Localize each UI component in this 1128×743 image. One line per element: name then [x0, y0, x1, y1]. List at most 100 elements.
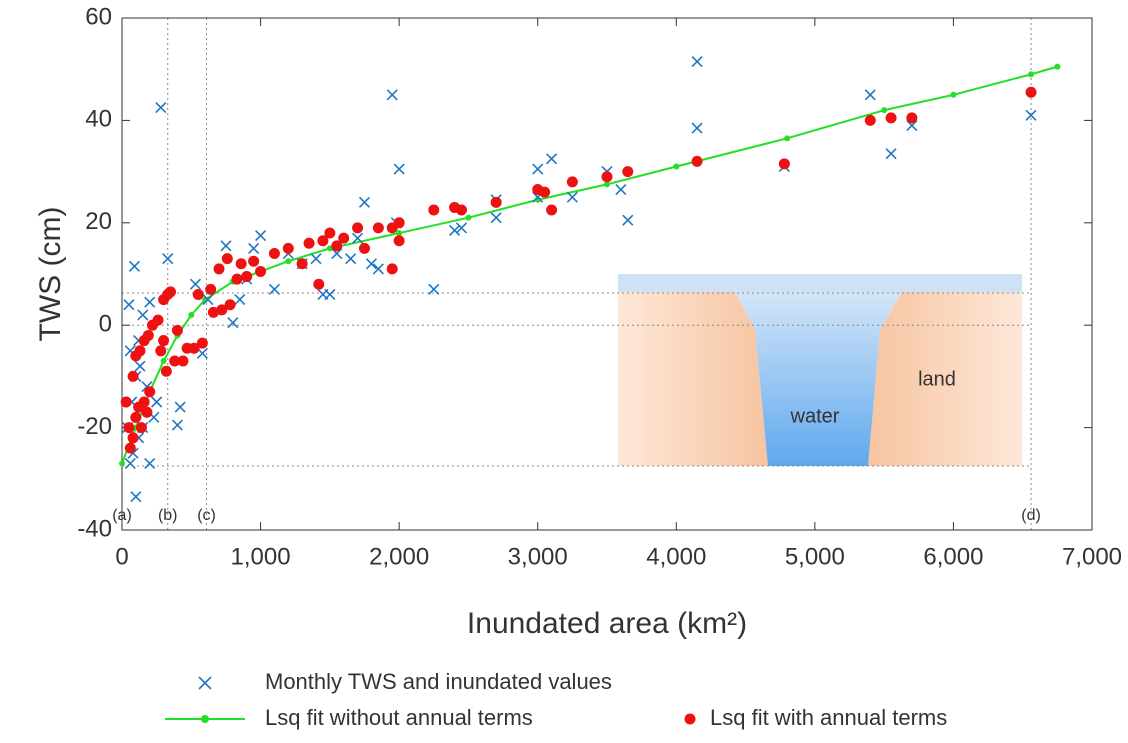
- y-tick-label: -20: [77, 413, 112, 440]
- y-tick-label: 0: [99, 311, 112, 338]
- fit-point: [1028, 71, 1035, 78]
- data-point: [155, 102, 167, 114]
- data-point: [296, 258, 308, 270]
- x-tick-label: 6,000: [923, 543, 983, 570]
- legend-marker: [684, 713, 696, 725]
- data-point: [338, 232, 350, 244]
- inset-label: land: [918, 368, 956, 390]
- data-point: [601, 171, 613, 183]
- fit-point: [119, 460, 125, 467]
- data-point: [124, 457, 136, 470]
- data-point: [255, 230, 267, 242]
- x-tick-label: 7,000: [1062, 543, 1122, 570]
- data-point: [1025, 109, 1037, 121]
- data-point: [345, 253, 357, 265]
- legend-marker: [198, 676, 212, 690]
- fit-point: [160, 358, 167, 365]
- data-point: [352, 232, 364, 244]
- inset-diagram: [618, 274, 1022, 466]
- data-point: [171, 419, 183, 431]
- data-point: [906, 112, 918, 124]
- data-point: [152, 314, 164, 326]
- data-point: [546, 204, 558, 216]
- data-point: [248, 255, 260, 267]
- data-point: [137, 309, 149, 321]
- data-point: [365, 258, 377, 270]
- data-point: [155, 345, 167, 357]
- fit-point: [326, 245, 333, 252]
- data-point: [255, 265, 267, 277]
- data-point: [231, 273, 243, 285]
- data-point: [127, 370, 139, 382]
- data-point: [313, 278, 325, 290]
- data-point: [490, 196, 502, 208]
- data-point: [169, 355, 181, 367]
- data-point: [158, 335, 170, 347]
- data-point: [310, 253, 322, 265]
- data-point: [177, 355, 189, 367]
- data-point: [532, 163, 544, 175]
- data-point: [174, 401, 186, 413]
- data-point: [317, 235, 329, 247]
- data-point: [235, 258, 247, 270]
- data-point: [151, 396, 163, 408]
- fit-point: [1054, 63, 1061, 70]
- data-point: [282, 242, 294, 254]
- data-point: [566, 176, 578, 188]
- data-point: [127, 432, 139, 444]
- data-point: [691, 155, 703, 167]
- fit-point: [950, 91, 957, 98]
- data-point: [123, 299, 135, 311]
- data-point: [428, 204, 440, 216]
- x-tick-label: 1,000: [231, 543, 291, 570]
- data-point: [138, 396, 150, 408]
- data-point: [456, 204, 467, 216]
- data-point: [130, 491, 142, 503]
- fit-point: [285, 258, 292, 265]
- annotation: (d): [1021, 507, 1041, 524]
- data-point: [141, 406, 153, 418]
- data-point: [352, 222, 364, 234]
- data-point: [490, 212, 502, 224]
- y-tick-label: 20: [85, 208, 112, 235]
- x-tick-label: 2,000: [369, 543, 429, 570]
- data-point: [128, 260, 141, 272]
- data-point: [546, 153, 558, 165]
- data-point: [331, 240, 343, 252]
- plot-frame: [121, 17, 1093, 531]
- fit-point: [673, 163, 680, 170]
- data-point: [207, 306, 219, 318]
- fit-point: [604, 181, 610, 188]
- data-point: [160, 365, 172, 377]
- data-point: [134, 360, 146, 372]
- annotation: (b): [158, 507, 178, 524]
- data-point: [691, 55, 703, 68]
- data-point: [171, 324, 183, 336]
- legend-label: Lsq fit without annual terms: [265, 705, 533, 730]
- data-point: [268, 283, 280, 295]
- data-point: [234, 294, 246, 306]
- data-point: [144, 296, 156, 308]
- y-tick-label: 60: [85, 3, 112, 30]
- data-point: [622, 166, 634, 178]
- fit-point: [881, 107, 888, 114]
- data-point: [189, 278, 202, 290]
- fit-point: [784, 135, 791, 142]
- data-point: [134, 345, 146, 357]
- data-point: [324, 227, 336, 239]
- data-point: [324, 288, 336, 301]
- data-point: [566, 191, 578, 203]
- x-tick-label: 3,000: [508, 543, 568, 570]
- data-point: [386, 89, 398, 101]
- data-point: [885, 148, 897, 160]
- data-point: [216, 304, 228, 316]
- inset-label: water: [790, 405, 840, 427]
- data-point: [622, 214, 634, 226]
- data-point: [372, 222, 384, 234]
- data-point: [162, 253, 174, 265]
- y-tick-label: 40: [85, 106, 112, 133]
- data-point: [220, 240, 232, 252]
- data-point: [213, 263, 225, 275]
- data-point: [135, 422, 147, 434]
- legend-marker: [201, 715, 209, 723]
